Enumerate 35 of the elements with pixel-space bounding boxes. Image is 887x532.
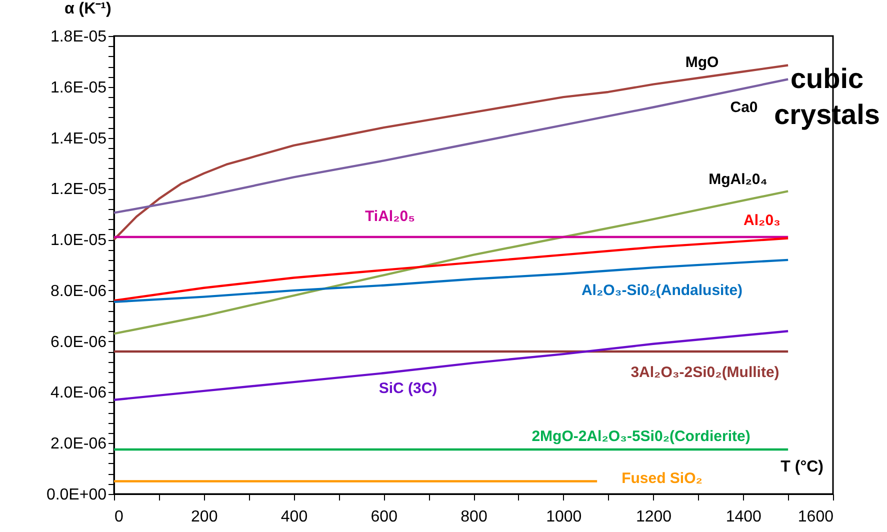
y-tick-label: 6.0E-06 xyxy=(50,334,107,351)
x-tick-label: 800 xyxy=(460,508,488,526)
x-tick-label: 1000 xyxy=(546,508,582,526)
line-series xyxy=(112,330,790,401)
line-series xyxy=(112,190,790,335)
y-tick-label: 0.0E+00 xyxy=(46,486,107,504)
x-tick-label: 1600 xyxy=(798,508,834,526)
series-label: MgAl₂0₄ xyxy=(708,171,768,188)
series-label: Ca0 xyxy=(730,99,758,116)
y-tick-label: 8.0E-06 xyxy=(50,282,107,300)
y-tick-label: 1.2E-05 xyxy=(50,181,107,198)
series-label: MgO xyxy=(685,54,719,71)
x-tick-label: 1200 xyxy=(636,508,672,526)
x-tick-label: 1400 xyxy=(726,508,762,526)
series-label: Fused SiO₂ xyxy=(622,470,702,487)
series-label: SiC (3C) xyxy=(378,380,438,397)
series-label: TiAl₂0₅ xyxy=(365,208,416,225)
line-series xyxy=(112,258,790,303)
y-tick-label: 1.8E-05 xyxy=(50,28,107,46)
x-tick-label: 0 xyxy=(114,508,124,526)
series-label: 2MgO-2Al₂O₃-5Si0₂(Cordierite) xyxy=(532,428,750,445)
y-tick-label: 1.6E-05 xyxy=(50,79,107,96)
x-tick-label: 400 xyxy=(280,508,308,526)
series-label: Al₂0₃ xyxy=(744,212,781,229)
x-tick-label: 600 xyxy=(370,508,398,526)
y-tick-label: 1.0E-05 xyxy=(50,232,107,250)
y-axis-title: α (K⁻¹) xyxy=(64,0,112,18)
y-tick-label: 4.0E-06 xyxy=(50,384,107,402)
line-series xyxy=(112,237,790,302)
y-tick-label: 2.0E-06 xyxy=(50,436,107,453)
x-tick-label: 200 xyxy=(191,508,218,526)
series-label: Al₂O₃-Si0₂(Andalusite) xyxy=(581,282,743,299)
series-label: 3Al₂O₃-2Si0₂(Mullite) xyxy=(630,364,780,381)
y-tick-label: 1.4E-05 xyxy=(50,130,107,148)
x-axis-title: T (°C) xyxy=(780,458,824,476)
